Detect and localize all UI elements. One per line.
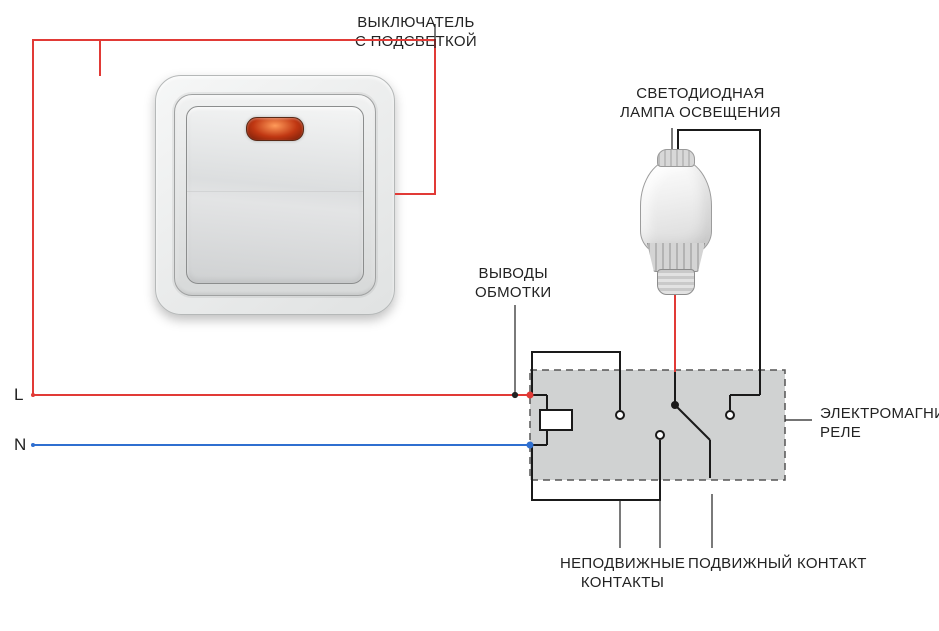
- l-wire-riser: [33, 40, 100, 395]
- relay-to-bulb-black: [678, 130, 760, 395]
- nodes: [31, 392, 534, 449]
- wiring-diagram: [0, 0, 939, 631]
- l-wire-over-switch: [100, 40, 435, 194]
- bulb-top-collar: [657, 149, 695, 167]
